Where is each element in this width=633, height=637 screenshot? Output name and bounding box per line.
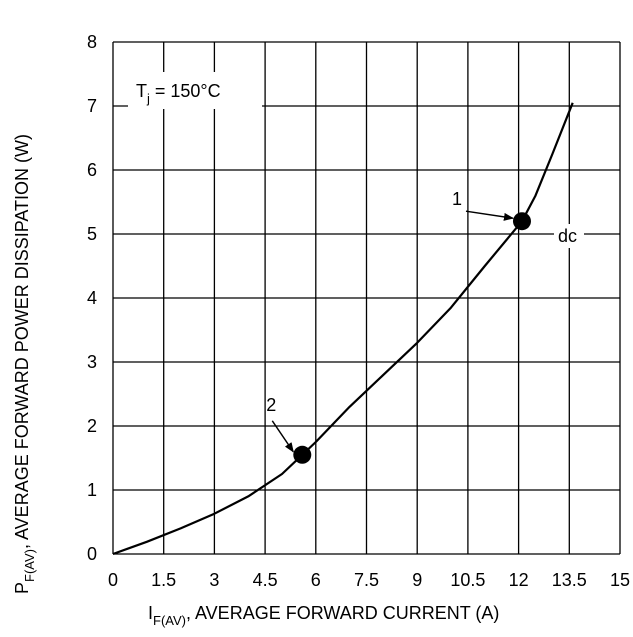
- x-axis-title-sub: F(AV): [153, 613, 186, 628]
- y-tick-label: 7: [87, 96, 97, 116]
- x-tick-label: 12: [509, 570, 529, 590]
- marker-label: 2: [266, 395, 276, 415]
- x-tick-label: 7.5: [354, 570, 379, 590]
- grid: [112, 41, 621, 555]
- condition-sub: j: [146, 91, 150, 106]
- condition-rest: = 150°C: [150, 81, 221, 101]
- marker-point: [293, 445, 312, 464]
- y-axis-title-main: P: [12, 582, 32, 594]
- y-tick-label: 3: [87, 352, 97, 372]
- x-tick-label: 0: [108, 570, 118, 590]
- condition-text: Tj = 150°C: [136, 81, 221, 106]
- x-tick-label: 13.5: [552, 570, 587, 590]
- x-axis-title: IF(AV), AVERAGE FORWARD CURRENT (A): [148, 603, 499, 628]
- series: [112, 102, 574, 556]
- marker-arrow: [271, 420, 294, 453]
- condition-label: Tj = 150°C: [128, 72, 262, 109]
- y-tick-label: 1: [87, 480, 97, 500]
- y-axis-title: PF(AV), AVERAGE FORWARD POWER DISSIPATIO…: [12, 134, 37, 594]
- y-axis-title-sub: F(AV): [22, 549, 37, 582]
- series-line-dc: [112, 102, 574, 556]
- y-tick-label: 4: [87, 288, 97, 308]
- x-tick-label: 15: [610, 570, 630, 590]
- y-axis-title-rest: , AVERAGE FORWARD POWER DISSIPATION (W): [12, 134, 32, 549]
- x-tick-label: 4.5: [253, 570, 278, 590]
- x-tick-label: 3: [209, 570, 219, 590]
- y-tick-label: 8: [87, 32, 97, 52]
- y-tick-label: 2: [87, 416, 97, 436]
- marker-point: [512, 212, 531, 231]
- marker-arrow: [465, 210, 514, 221]
- y-tick-label: 6: [87, 160, 97, 180]
- condition-box: [128, 72, 262, 109]
- x-axis-title-rest: , AVERAGE FORWARD CURRENT (A): [186, 603, 499, 623]
- marker-label: 1: [452, 189, 462, 209]
- y-tick-label: 0: [87, 544, 97, 564]
- x-tick-label: 10.5: [450, 570, 485, 590]
- markers: 12: [266, 189, 531, 464]
- x-tick-label: 1.5: [151, 570, 176, 590]
- condition-main: T: [136, 81, 147, 101]
- y-tick-label: 5: [87, 224, 97, 244]
- series-label-dc: dc: [558, 226, 577, 246]
- x-axis-title-main: I: [148, 603, 153, 623]
- x-tick-label: 9: [412, 570, 422, 590]
- series-label-bg: [554, 224, 584, 248]
- x-tick-label: 6: [311, 570, 321, 590]
